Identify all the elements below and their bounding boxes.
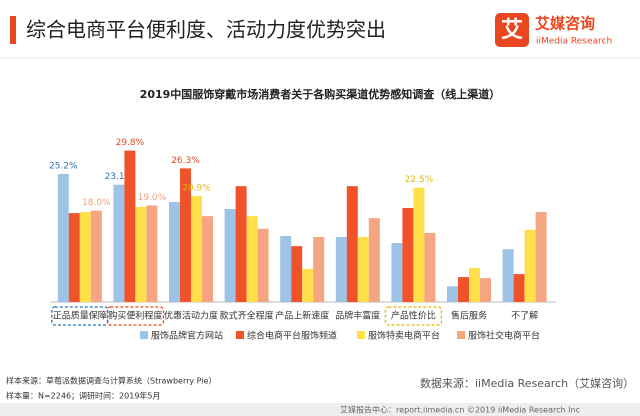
legend-label: 服饰特卖电商平台 xyxy=(368,330,440,342)
sample-size: 样本量：N=2246；调研时间：2019年5月 xyxy=(6,391,161,401)
bar xyxy=(180,168,191,302)
chart-title: 2019中国服饰穿戴市场消费者关于各购买渠道优势感知调查（线上渠道） xyxy=(140,87,501,101)
bar xyxy=(413,187,425,302)
bar xyxy=(68,213,80,302)
value-label: 22.5% xyxy=(405,175,434,185)
x-tick-label: 不了解 xyxy=(511,310,538,322)
x-tick-label: 正品质量保障 xyxy=(53,310,107,322)
bar xyxy=(469,267,480,302)
bar xyxy=(235,186,247,302)
bar xyxy=(391,243,403,302)
logo-sub: iiMedia Research xyxy=(536,37,612,47)
bar xyxy=(502,249,514,302)
x-tick-label: 品牌丰富度 xyxy=(335,310,380,322)
bar xyxy=(246,216,258,302)
bar xyxy=(447,286,458,302)
x-tick-label: 售后服务 xyxy=(451,310,487,322)
legend-swatch xyxy=(357,331,365,339)
bar xyxy=(257,228,269,302)
bar xyxy=(280,235,292,302)
legend-swatch xyxy=(236,331,244,339)
bar xyxy=(368,218,380,302)
bar xyxy=(169,201,180,302)
bar xyxy=(313,236,325,302)
value-label: 26.3% xyxy=(171,156,200,166)
bar xyxy=(57,173,69,302)
x-tick-label: 优惠活动力度 xyxy=(164,310,218,322)
x-tick-label: 产品上新速度 xyxy=(275,310,329,322)
bar xyxy=(135,207,147,302)
value-label: 18.0% xyxy=(82,198,111,208)
highlight-box xyxy=(106,306,165,326)
bar xyxy=(291,246,303,302)
legend-label: 服饰社交电商平台 xyxy=(468,330,540,342)
bar xyxy=(113,184,125,302)
bar xyxy=(458,277,469,302)
bar xyxy=(524,229,536,302)
legend-label: 综合电商平台服饰频道 xyxy=(247,330,337,342)
value-label: 20.9% xyxy=(182,183,211,193)
value-label: 29.8% xyxy=(116,138,145,148)
x-tick-label: 购买便利程度 xyxy=(108,310,162,322)
x-tick-label: 产品性价比 xyxy=(391,310,436,322)
bar xyxy=(90,210,102,302)
value-label: 25.2% xyxy=(49,161,78,171)
bar xyxy=(424,232,436,302)
bar xyxy=(535,212,547,302)
logo-char: 艾 xyxy=(501,18,523,43)
sample-source: 样本来源：草莓派数据调查与计算系统（Strawberry Pie） xyxy=(6,376,216,386)
bar xyxy=(202,216,213,302)
value-label: 23.1% xyxy=(105,172,134,182)
legend-swatch xyxy=(140,331,148,339)
bar xyxy=(335,236,347,302)
x-tick-label: 款式齐全程度 xyxy=(220,310,274,322)
logo-icon xyxy=(495,13,529,47)
bar xyxy=(346,186,358,302)
header-title: 综合电商平台便利度、活动力度优势突出 xyxy=(26,18,386,42)
legend-swatch xyxy=(457,331,465,339)
bar xyxy=(191,195,202,302)
bar xyxy=(124,150,136,302)
bar xyxy=(480,278,491,302)
bar xyxy=(402,208,414,302)
highlight-box xyxy=(384,306,443,326)
value-label: 19.0% xyxy=(138,193,167,203)
bar xyxy=(357,236,369,302)
logo-name: 艾媒咨询 xyxy=(535,15,595,33)
data-source: 数据来源：iiMedia Research（艾媒咨询） xyxy=(420,376,634,390)
bar xyxy=(79,212,91,302)
copyright: 艾媒报告中心：report.iimedia.cn ©2019 iiMedia R… xyxy=(340,405,580,415)
legend-label: 服饰品牌官方网站 xyxy=(151,330,223,342)
bottom-bar xyxy=(0,403,640,416)
bar xyxy=(302,268,314,302)
header-bar xyxy=(10,16,16,44)
bar xyxy=(146,205,158,302)
bar xyxy=(513,274,525,302)
bar xyxy=(224,209,236,302)
